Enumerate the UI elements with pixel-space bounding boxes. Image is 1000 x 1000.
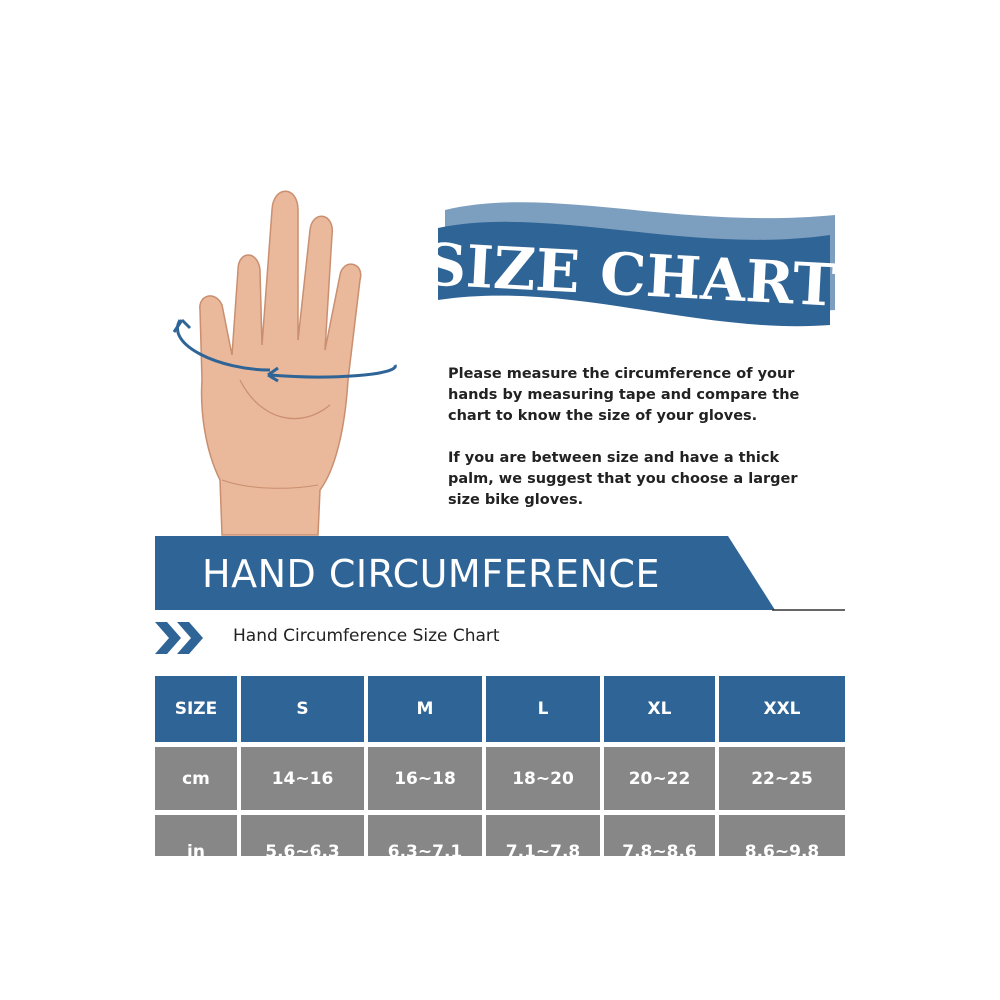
instruction-paragraph: Please measure the circumference of your… (448, 366, 800, 424)
table-cell: 5.6~6.3 (241, 815, 364, 856)
table-cell: 7.8~8.6 (604, 815, 715, 856)
cell-text: 14~16 (271, 768, 334, 789)
cell-text: 7.1~7.8 (505, 842, 581, 856)
hand-measurement-illustration (172, 190, 397, 536)
cell-text: M (416, 699, 434, 719)
cell-text: 16~18 (394, 768, 456, 789)
cell-text: 6.3~7.1 (387, 842, 463, 856)
cell-text: SIZE (174, 699, 218, 719)
cell-text: L (537, 699, 549, 719)
table-cell: in (155, 815, 237, 856)
cell-text: 8.6~9.8 (744, 842, 820, 856)
table-cell: 14~16 (241, 747, 364, 810)
size-chart-banner: SIZE CHART (430, 202, 838, 327)
table-header-cell: S (241, 676, 364, 742)
table-cell: 22~25 (719, 747, 845, 810)
cell-text: in (187, 842, 205, 856)
table-cell: 7.1~7.8 (486, 815, 600, 856)
cell-text: 18~20 (512, 768, 574, 789)
table-cell: 18~20 (486, 747, 600, 810)
chevrons-icon (155, 622, 203, 654)
cell-text: 20~22 (628, 768, 691, 789)
table-header-cell: XXL (719, 676, 845, 742)
chart-subtitle: Hand Circumference Size Chart (233, 626, 500, 646)
cell-text: 22~25 (751, 768, 813, 789)
cell-text: 7.8~8.6 (622, 842, 697, 856)
cell-text: S (296, 699, 309, 719)
table-header-cell: M (368, 676, 482, 742)
table-header-cell: XL (604, 676, 715, 742)
section-title: HAND CIRCUMFERENCE (202, 552, 660, 596)
table-cell: 6.3~7.1 (368, 815, 482, 856)
table-cell: 20~22 (604, 747, 715, 810)
table-cell: 8.6~9.8 (719, 815, 845, 856)
cell-text: cm (182, 768, 210, 789)
section-banner (155, 536, 845, 611)
cell-text: XL (647, 699, 672, 719)
table-header-cell: L (486, 676, 600, 742)
table-cell: 16~18 (368, 747, 482, 810)
table-header-cell: SIZE (155, 676, 237, 742)
table-cell: cm (155, 747, 237, 810)
advice-paragraph: If you are between size and have a thick… (448, 450, 798, 508)
cell-text: XXL (763, 699, 801, 719)
cell-text: 5.6~6.3 (265, 842, 340, 856)
